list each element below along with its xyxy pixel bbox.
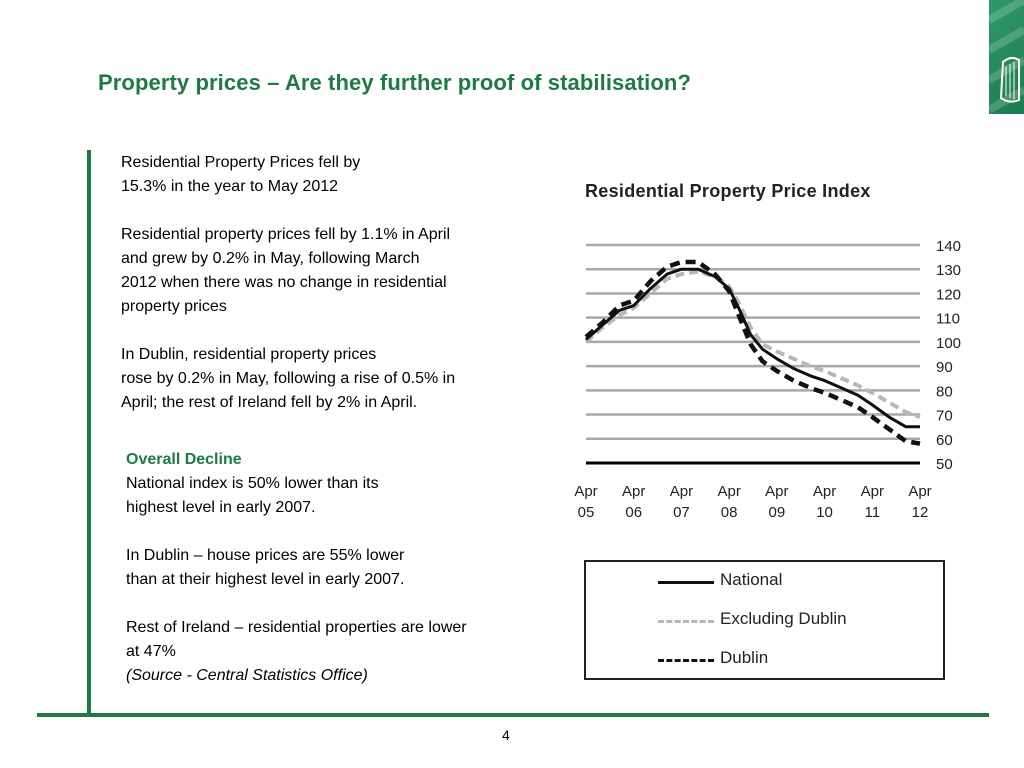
legend-line-dublin: [658, 659, 714, 662]
paragraph-dublin-decline: In Dublin – house prices are 55% lower t…: [126, 544, 404, 592]
x-tick-label: Apr: [670, 483, 693, 500]
legend-line-excluding-dublin: [658, 620, 714, 623]
x-tick-label: 11: [864, 504, 880, 521]
chart-title: Residential Property Price Index: [585, 181, 871, 201]
overall-decline-section: Overall Decline National index is 50% lo…: [126, 448, 379, 520]
y-tick-label: 50: [936, 456, 953, 473]
x-tick-label: Apr: [908, 483, 931, 500]
text-line: National index is 50% lower than its: [126, 475, 379, 492]
paragraph-monthly-change: Residential property prices fell by 1.1%…: [121, 223, 450, 319]
x-tick-label: Apr: [861, 483, 884, 500]
harp-logo: [989, 0, 1024, 114]
text-line: than at their highest level in early 200…: [126, 571, 405, 588]
x-tick-label: Apr: [765, 483, 788, 500]
paragraph-rest-of-ireland: Rest of Ireland – residential properties…: [126, 616, 467, 688]
text-line: 15.3% in the year to May 2012: [121, 178, 339, 195]
horizontal-accent-bar: [37, 713, 989, 717]
text-line: and grew by 0.2% in May, following March: [121, 250, 420, 267]
y-tick-label: 100: [936, 335, 961, 352]
x-tick-label: Apr: [574, 483, 597, 500]
text-line: Rest of Ireland – residential properties…: [126, 619, 467, 636]
y-tick-label: 130: [936, 262, 961, 279]
y-tick-label: 70: [936, 408, 953, 425]
y-tick-label: 120: [936, 286, 961, 303]
x-tick-label: Apr: [717, 483, 740, 500]
source-note: (Source - Central Statistics Office): [126, 667, 368, 684]
x-tick-label: 10: [816, 504, 833, 521]
text-line: 2012 when there was no change in residen…: [121, 274, 447, 291]
paragraph-yearly-decline: Residential Property Prices fell by 15.3…: [121, 151, 360, 199]
text-line: In Dublin, residential property prices: [121, 346, 377, 363]
price-index-chart: 140 130 120 110 100 90 80 70 60 50 Apr 05 Apr 06 Apr 07…: [574, 238, 961, 521]
x-tick-label: Apr: [622, 483, 645, 500]
x-tick-label: 09: [769, 504, 786, 521]
y-tick-label: 60: [936, 432, 953, 449]
text-line: at 47%: [126, 643, 176, 660]
x-tick-label: Apr: [813, 483, 836, 500]
x-tick-label: 05: [578, 504, 595, 521]
page-number: 4: [502, 727, 510, 743]
y-tick-label: 90: [936, 359, 953, 376]
series-line-excluding-dublin: [584, 269, 921, 419]
text-line: Residential property prices fell by 1.1%…: [121, 226, 451, 243]
chart-legend: National Excluding Dublin Dublin: [584, 560, 945, 680]
slide-title: Property prices – Are they further proof…: [98, 70, 691, 95]
overall-decline-heading: Overall Decline: [126, 451, 242, 468]
x-tick-label: 07: [673, 504, 690, 521]
y-tick-label: 140: [936, 238, 961, 255]
y-tick-label: 80: [936, 383, 953, 400]
series-line-dublin: [584, 259, 921, 446]
text-line: highest level in early 2007.: [126, 499, 316, 516]
series-line-national: [585, 267, 920, 429]
text-line: In Dublin – house prices are 55% lower: [126, 547, 405, 564]
legend-label-national: National: [720, 570, 783, 589]
legend-label-excluding-dublin: Excluding Dublin: [720, 609, 847, 628]
text-line: rose by 0.2% in May, following a rise of…: [121, 370, 456, 387]
vertical-accent-bar: [87, 150, 91, 717]
legend-label-dublin: Dublin: [720, 648, 769, 667]
x-tick-label: 08: [721, 504, 738, 521]
text-line: April; the rest of Ireland fell by 2% in…: [121, 394, 418, 411]
y-tick-label: 110: [936, 311, 960, 328]
x-tick-label: 12: [912, 504, 929, 521]
x-tick-label: 06: [625, 504, 642, 521]
paragraph-dublin-prices: In Dublin, residential property prices r…: [121, 343, 455, 415]
text-line: Residential Property Prices fell by: [121, 154, 361, 171]
legend-line-national: [658, 581, 714, 584]
text-line: property prices: [121, 298, 227, 315]
